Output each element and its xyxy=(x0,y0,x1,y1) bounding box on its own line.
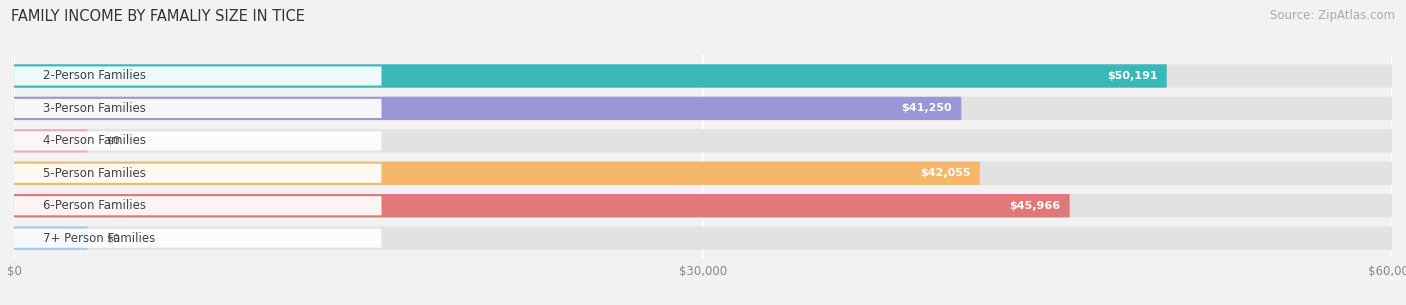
PathPatch shape xyxy=(14,131,381,150)
PathPatch shape xyxy=(14,66,381,86)
PathPatch shape xyxy=(14,97,1392,120)
Text: $41,250: $41,250 xyxy=(901,103,952,113)
PathPatch shape xyxy=(14,228,381,248)
PathPatch shape xyxy=(14,97,962,120)
Text: 2-Person Families: 2-Person Families xyxy=(44,70,146,82)
PathPatch shape xyxy=(14,164,381,183)
Text: 4-Person Families: 4-Person Families xyxy=(44,135,146,147)
PathPatch shape xyxy=(14,196,381,215)
Text: $45,966: $45,966 xyxy=(1010,201,1060,211)
PathPatch shape xyxy=(14,129,87,152)
PathPatch shape xyxy=(14,162,980,185)
PathPatch shape xyxy=(14,129,1392,152)
Text: 3-Person Families: 3-Person Families xyxy=(44,102,146,115)
Text: $42,055: $42,055 xyxy=(920,168,970,178)
PathPatch shape xyxy=(14,194,1392,217)
Text: FAMILY INCOME BY FAMALIY SIZE IN TICE: FAMILY INCOME BY FAMALIY SIZE IN TICE xyxy=(11,9,305,24)
PathPatch shape xyxy=(14,227,87,250)
PathPatch shape xyxy=(14,194,1070,217)
Text: $0: $0 xyxy=(105,136,120,146)
PathPatch shape xyxy=(14,162,1392,185)
Text: Source: ZipAtlas.com: Source: ZipAtlas.com xyxy=(1270,9,1395,22)
PathPatch shape xyxy=(14,227,1392,250)
Text: 6-Person Families: 6-Person Families xyxy=(44,199,146,212)
Text: 7+ Person Families: 7+ Person Families xyxy=(44,232,156,245)
PathPatch shape xyxy=(14,64,1167,88)
PathPatch shape xyxy=(14,64,1392,88)
Text: $50,191: $50,191 xyxy=(1107,71,1157,81)
Text: $0: $0 xyxy=(105,233,120,243)
PathPatch shape xyxy=(14,99,381,118)
Text: 5-Person Families: 5-Person Families xyxy=(44,167,146,180)
